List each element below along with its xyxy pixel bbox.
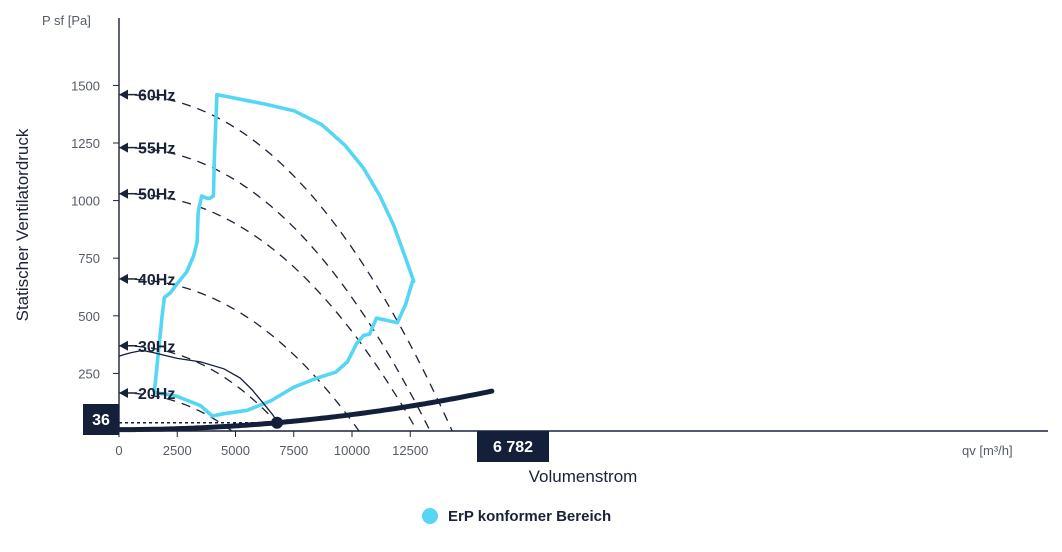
x-tick-label: 12500 [392, 443, 428, 458]
arrow-left-icon [119, 188, 128, 199]
y-tick-label: 750 [78, 251, 100, 266]
hz-labels-group: 60Hz 55Hz 50Hz 40Hz 30Hz 20Hz [119, 88, 175, 403]
thin-curve-group [118, 349, 278, 423]
system-curve [116, 388, 495, 433]
x-axis-title: Volumenstrom [529, 467, 638, 486]
arrow-left-icon [119, 89, 128, 100]
x-tick-label: 10000 [334, 443, 370, 458]
y-tick-label: 1250 [71, 136, 100, 151]
hz-label-40hz: 40Hz [138, 272, 175, 289]
x-tick-label: 7500 [279, 443, 308, 458]
hz-label-55hz: 55Hz [138, 141, 175, 158]
x-tick-label: 2500 [163, 443, 192, 458]
operating-point-marker[interactable] [271, 416, 284, 429]
axes-group [118, 18, 1048, 432]
hz-label-60hz: 60Hz [138, 88, 175, 105]
y-tick-label: 250 [78, 366, 100, 381]
ticks-group: 0 2500 5000 7500 10000 12500 250 500 750 1000 1250… [71, 78, 428, 458]
y-tick-label: 1500 [71, 78, 100, 93]
hz-label-20hz: 20Hz [138, 386, 175, 403]
x-unit-label: qv [m³/h] [962, 443, 1013, 458]
frequency-curve-55hz [119, 146, 431, 432]
erp-region-group [152, 92, 416, 418]
y-axis-title: Statischer Ventilatordruck [13, 128, 32, 321]
operating-point-group: 36 6 782 [83, 404, 549, 462]
frequency-curve-40hz [119, 278, 360, 432]
arrow-left-icon [119, 340, 128, 351]
x-tick-label: 0 [115, 443, 122, 458]
legend-label-erp: ErP konformer Bereich [448, 508, 611, 525]
y-value-badge [83, 404, 119, 435]
y-tick-label: 500 [78, 309, 100, 324]
hz-label-30hz: 30Hz [138, 339, 175, 356]
system-curve-group [116, 388, 495, 433]
arrow-left-icon [119, 142, 128, 153]
frequency-curve-50hz [119, 193, 418, 432]
legend[interactable]: ErP konformer Bereich [422, 508, 611, 525]
frequency-curve-20hz [119, 392, 233, 432]
operating-fan-curve [118, 349, 278, 423]
y-value-badge-text: 36 [92, 412, 110, 429]
x-tick-label: 5000 [221, 443, 250, 458]
x-value-badge-text: 6 782 [493, 439, 533, 456]
erp-region-outline [152, 92, 416, 418]
x-value-badge [477, 431, 549, 462]
hz-label-50hz: 50Hz [138, 187, 175, 204]
y-tick-label: 1000 [71, 194, 100, 209]
arrow-left-icon [119, 387, 128, 398]
legend-marker-erp [422, 508, 438, 524]
arrow-left-icon [119, 273, 128, 284]
y-unit-label: P sf [Pa] [42, 13, 91, 28]
frequency-curve-30hz [119, 345, 285, 432]
